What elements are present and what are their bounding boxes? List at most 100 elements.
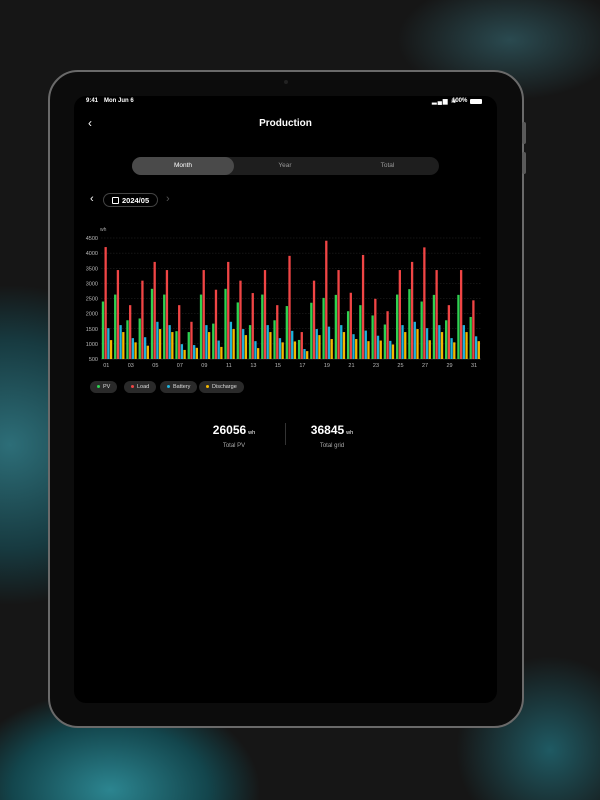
bar-pv-12: [236, 302, 239, 359]
bar-pv-07: [175, 331, 178, 359]
date-value: 2024/05: [122, 196, 150, 205]
bar-battery-22: [364, 330, 367, 359]
bar-load-29: [447, 305, 451, 359]
bar-pv-21: [346, 311, 350, 359]
bar-load-22: [361, 254, 365, 359]
x-tick-label: 19: [324, 363, 330, 369]
legend-load[interactable]: Load: [124, 381, 157, 393]
legend-label: Battery: [173, 384, 191, 390]
legend-discharge[interactable]: Discharge: [199, 381, 244, 393]
bar-load-30: [459, 270, 463, 359]
bar-pv-09: [199, 294, 203, 359]
bar-battery-27: [425, 328, 429, 359]
x-tick-label: 07: [177, 363, 183, 369]
bar-load-04: [141, 280, 144, 359]
bar-pv-14: [261, 294, 264, 359]
bar-battery-15: [278, 338, 282, 359]
bar-battery-14: [266, 325, 269, 359]
bar-discharge-18: [318, 335, 321, 359]
prev-month-button[interactable]: ‹: [90, 193, 94, 205]
bar-pv-29: [445, 320, 448, 359]
tab-total[interactable]: Total: [380, 162, 395, 169]
summary-unit: wh: [248, 430, 256, 436]
status-time: 9:41: [86, 98, 99, 104]
bar-pv-02: [114, 294, 117, 359]
summary-label: Total PV: [222, 443, 246, 449]
next-month-button[interactable]: ›: [166, 193, 170, 205]
volume-button: [522, 152, 526, 174]
x-tick-label: 29: [446, 363, 452, 369]
legend-dot: [167, 385, 170, 389]
bar-pv-28: [432, 294, 436, 359]
bar-battery-23: [376, 335, 380, 359]
calendar-icon: [112, 197, 119, 204]
bar-discharge-24: [391, 344, 395, 359]
bar-load-25: [398, 270, 401, 359]
bar-load-24: [386, 311, 389, 359]
bar-discharge-14: [269, 332, 272, 359]
y-tick-label: 4000: [86, 251, 98, 257]
bar-load-18: [312, 280, 316, 359]
bar-battery-01: [107, 328, 110, 359]
bar-discharge-15: [281, 342, 284, 359]
legend-battery[interactable]: Battery: [160, 381, 198, 393]
bar-load-28: [435, 270, 438, 359]
x-tick-label: 15: [275, 363, 281, 369]
bar-discharge-23: [379, 340, 382, 359]
bar-battery-30: [462, 325, 465, 359]
bar-pv-08: [187, 332, 190, 359]
bar-pv-26: [408, 289, 411, 359]
bar-battery-19: [327, 326, 331, 359]
x-tick-label: 23: [373, 363, 379, 369]
legend-label: Discharge: [212, 384, 237, 390]
bar-load-06: [165, 270, 169, 359]
bar-load-21: [349, 292, 352, 359]
bar-pv-01: [101, 301, 105, 359]
bar-discharge-17: [306, 351, 309, 359]
bar-pv-06: [163, 294, 166, 359]
bar-discharge-25: [404, 332, 407, 359]
x-tick-label: 03: [128, 363, 134, 369]
bar-battery-11: [229, 321, 233, 359]
back-button[interactable]: ‹: [88, 116, 92, 130]
bar-load-23: [374, 298, 377, 359]
x-tick-label: 17: [299, 363, 305, 369]
bar-load-02: [116, 270, 120, 359]
x-tick-label: 31: [471, 363, 477, 369]
bar-pv-04: [138, 318, 141, 359]
bar-pv-17: [297, 339, 301, 359]
bar-battery-13: [254, 341, 257, 359]
bar-battery-09: [205, 325, 208, 359]
battery-icon: [470, 99, 482, 104]
bar-pv-22: [359, 305, 362, 359]
tab-month[interactable]: Month: [132, 157, 234, 175]
bar-battery-10: [217, 340, 220, 359]
bar-battery-20: [340, 325, 343, 359]
summary-label: Total grid: [319, 443, 345, 449]
tab-year[interactable]: Year: [278, 162, 292, 169]
bar-load-09: [202, 270, 205, 359]
bar-pv-25: [395, 294, 399, 359]
bar-pv-23: [371, 315, 374, 359]
bar-pv-20: [334, 294, 338, 359]
date-picker[interactable]: 2024/05: [103, 193, 158, 207]
legend-dot: [97, 385, 100, 389]
bar-discharge-21: [355, 339, 358, 359]
legend-pv[interactable]: PV: [90, 381, 118, 393]
bar-battery-29: [450, 338, 453, 359]
bar-discharge-02: [122, 332, 125, 359]
divider: [285, 423, 286, 445]
bar-pv-18: [310, 302, 313, 359]
legend-label: PV: [103, 384, 111, 390]
bar-discharge-13: [256, 348, 260, 359]
bar-pv-24: [383, 324, 387, 359]
bar-discharge-22: [367, 341, 370, 359]
bar-battery-04: [143, 337, 147, 359]
bar-load-27: [423, 247, 426, 359]
bar-load-16: [288, 255, 291, 359]
legend-dot: [131, 385, 134, 389]
y-tick-label: 2500: [86, 297, 98, 303]
bar-discharge-05: [158, 329, 162, 359]
summary-value: 36845: [310, 423, 345, 437]
app-screen: 9:41 Mon Jun 6 ▂▄▆ ≋ 100% ‹ Production M…: [74, 96, 497, 703]
